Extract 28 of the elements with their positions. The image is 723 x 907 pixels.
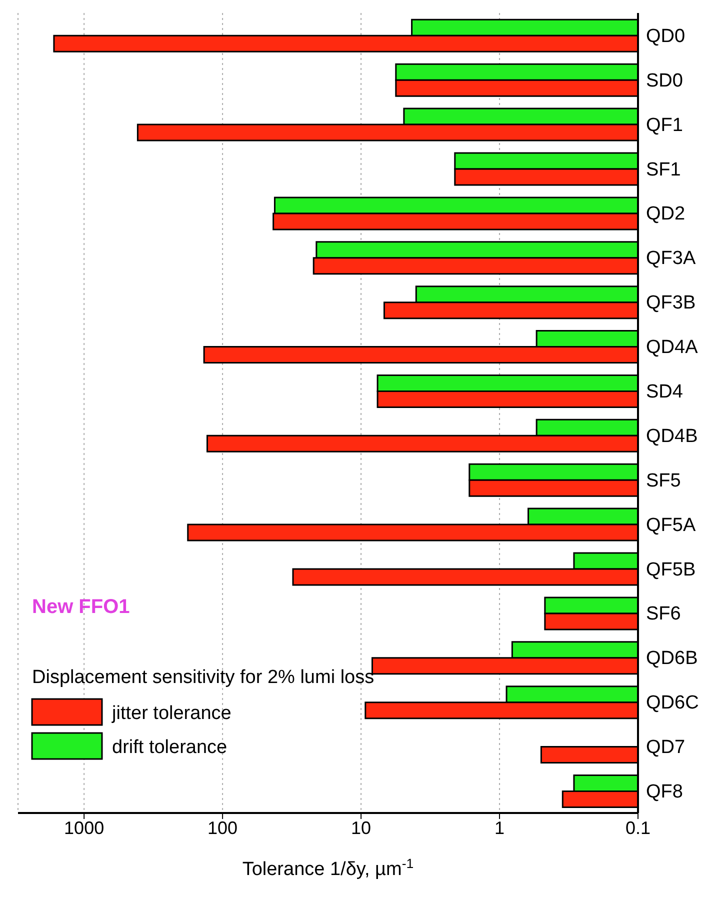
y-tick-label: QF3A: [646, 248, 696, 270]
y-tick-label: SF1: [646, 159, 681, 180]
y-tick-label: QF8: [646, 782, 683, 803]
x-tick-label: 1: [494, 818, 505, 838]
x-tick-label: 0.1: [625, 818, 651, 838]
x-axis-title: Tolerance 1/δy, µm$^{-1}$: [242, 856, 414, 880]
legend-label: jitter tolerance: [111, 703, 232, 724]
y-tick-label: SD4: [646, 382, 684, 403]
y-tick-label: QF3B: [646, 292, 696, 314]
annotation: New FFO1: [32, 596, 130, 618]
y-tick-label: QD6C: [646, 692, 699, 714]
y-tick-label: QD2: [646, 204, 686, 225]
y-tick-label: QD0: [646, 26, 686, 47]
x-tick-label: 1000: [64, 818, 104, 838]
y-tick-label: QD6B: [646, 648, 698, 670]
y-tick-label: SF6: [646, 604, 681, 625]
y-tick-label: QF5B: [646, 559, 696, 580]
y-tick-label: QF1: [646, 114, 683, 136]
x-tick-label: 100: [208, 818, 238, 838]
y-tick-label: QD7: [646, 737, 686, 758]
legend-title: Displacement sensitivity for 2% lumi loss: [32, 667, 374, 688]
y-tick-label: SF5: [646, 470, 681, 492]
y-tick-label: SD0: [646, 70, 683, 92]
legend-label: drift tolerance: [112, 737, 228, 758]
y-tick-label: QD4B: [646, 426, 698, 447]
y-tick-label: QD4A: [646, 337, 698, 358]
y-tick-label: QF5A: [646, 514, 696, 536]
x-tick-label: 10: [351, 818, 372, 838]
